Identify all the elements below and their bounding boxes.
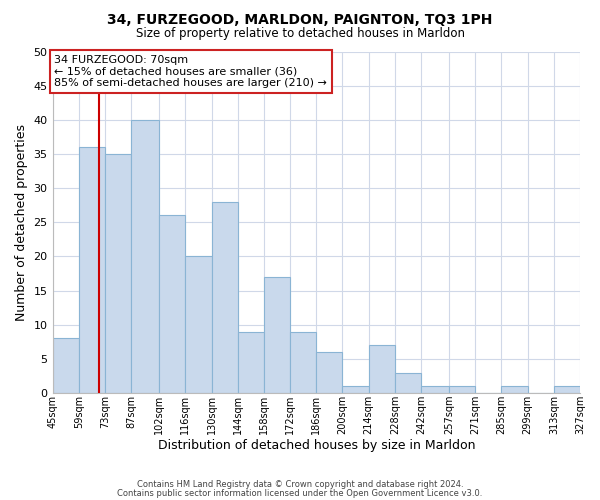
Bar: [502, 386, 527, 393]
Bar: [343, 386, 368, 393]
Bar: [105, 154, 131, 393]
Bar: [131, 120, 159, 393]
Text: 34 FURZEGOOD: 70sqm
← 15% of detached houses are smaller (36)
85% of semi-detach: 34 FURZEGOOD: 70sqm ← 15% of detached ho…: [55, 55, 327, 88]
Bar: [238, 332, 264, 393]
Bar: [290, 332, 316, 393]
Text: Size of property relative to detached houses in Marldon: Size of property relative to detached ho…: [136, 28, 464, 40]
Text: 34, FURZEGOOD, MARLDON, PAIGNTON, TQ3 1PH: 34, FURZEGOOD, MARLDON, PAIGNTON, TQ3 1P…: [107, 12, 493, 26]
Bar: [264, 277, 290, 393]
Y-axis label: Number of detached properties: Number of detached properties: [15, 124, 28, 321]
Bar: [554, 386, 580, 393]
Bar: [368, 345, 395, 393]
Bar: [316, 352, 343, 393]
Bar: [421, 386, 449, 393]
X-axis label: Distribution of detached houses by size in Marldon: Distribution of detached houses by size …: [158, 440, 475, 452]
Bar: [79, 147, 105, 393]
Bar: [53, 338, 79, 393]
Bar: [395, 372, 421, 393]
Bar: [212, 202, 238, 393]
Text: Contains HM Land Registry data © Crown copyright and database right 2024.: Contains HM Land Registry data © Crown c…: [137, 480, 463, 489]
Bar: [449, 386, 475, 393]
Text: Contains public sector information licensed under the Open Government Licence v3: Contains public sector information licen…: [118, 488, 482, 498]
Bar: [185, 256, 212, 393]
Bar: [159, 216, 185, 393]
